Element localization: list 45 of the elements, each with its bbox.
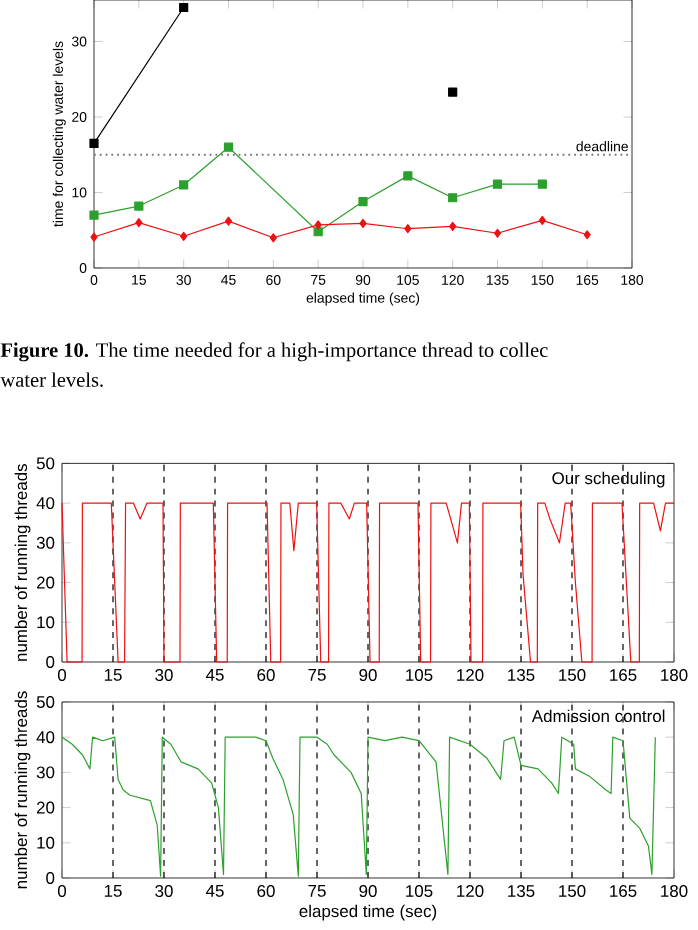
text: water levels. xyxy=(0,372,103,387)
x-tick-label: 45 xyxy=(205,669,224,681)
x-tick-label: 165 xyxy=(610,669,637,682)
x-tick-label: 105 xyxy=(406,669,433,682)
x-tick-label: 165 xyxy=(610,885,637,898)
y-tick-label: 40 xyxy=(36,497,55,510)
y-axis-title: number of running threads xyxy=(14,464,31,661)
x-tick-label: 15 xyxy=(104,885,122,897)
x-tick-label: 90 xyxy=(359,885,377,898)
series-label: Our scheduling xyxy=(552,471,665,488)
y-tick-label: 10 xyxy=(37,836,55,849)
y-tick-label: 20 xyxy=(36,801,55,814)
text: Figure 10. The time needed for a high-importance thread to collec xyxy=(0,342,548,362)
x-tick-label: 30 xyxy=(155,885,173,898)
y-axis-title: number of running threads xyxy=(14,691,31,889)
x-tick-label: 120 xyxy=(457,669,484,682)
x-axis-title: elapsed time (sec) xyxy=(299,904,437,921)
x-tick-label: 75 xyxy=(308,669,326,681)
x-tick-label: 0 xyxy=(57,885,67,898)
y-tick-label: 0 xyxy=(46,872,55,884)
y-tick-label: 30 xyxy=(36,536,55,549)
x-tick-label: 135 xyxy=(508,669,535,682)
y-tick-label: 10 xyxy=(37,616,55,629)
x-tick-label: 180 xyxy=(661,669,688,682)
x-tick-label: 30 xyxy=(155,669,173,682)
y-tick-label: 0 xyxy=(46,656,55,668)
x-tick-label: 120 xyxy=(457,885,484,898)
x-tick-label: 150 xyxy=(559,669,586,682)
x-tick-label: 60 xyxy=(257,669,275,682)
x-tick-label: 135 xyxy=(508,885,535,898)
y-tick-label: 20 xyxy=(36,576,55,589)
x-tick-label: 15 xyxy=(104,669,122,681)
x-tick-label: 45 xyxy=(205,885,224,897)
x-tick-label: 75 xyxy=(308,885,326,897)
y-tick-label: 50 xyxy=(36,696,55,708)
x-tick-label: 150 xyxy=(559,885,586,898)
x-tick-label: 60 xyxy=(257,885,275,898)
y-tick-label: 40 xyxy=(36,731,55,744)
x-tick-label: 0 xyxy=(57,669,67,682)
series-label: Admission control xyxy=(531,709,665,723)
x-tick-label: 105 xyxy=(406,885,433,898)
y-tick-label: 30 xyxy=(36,766,55,779)
x-tick-label: 180 xyxy=(661,885,688,898)
x-tick-label: 90 xyxy=(359,669,377,682)
y-tick-label: 50 xyxy=(36,457,55,470)
